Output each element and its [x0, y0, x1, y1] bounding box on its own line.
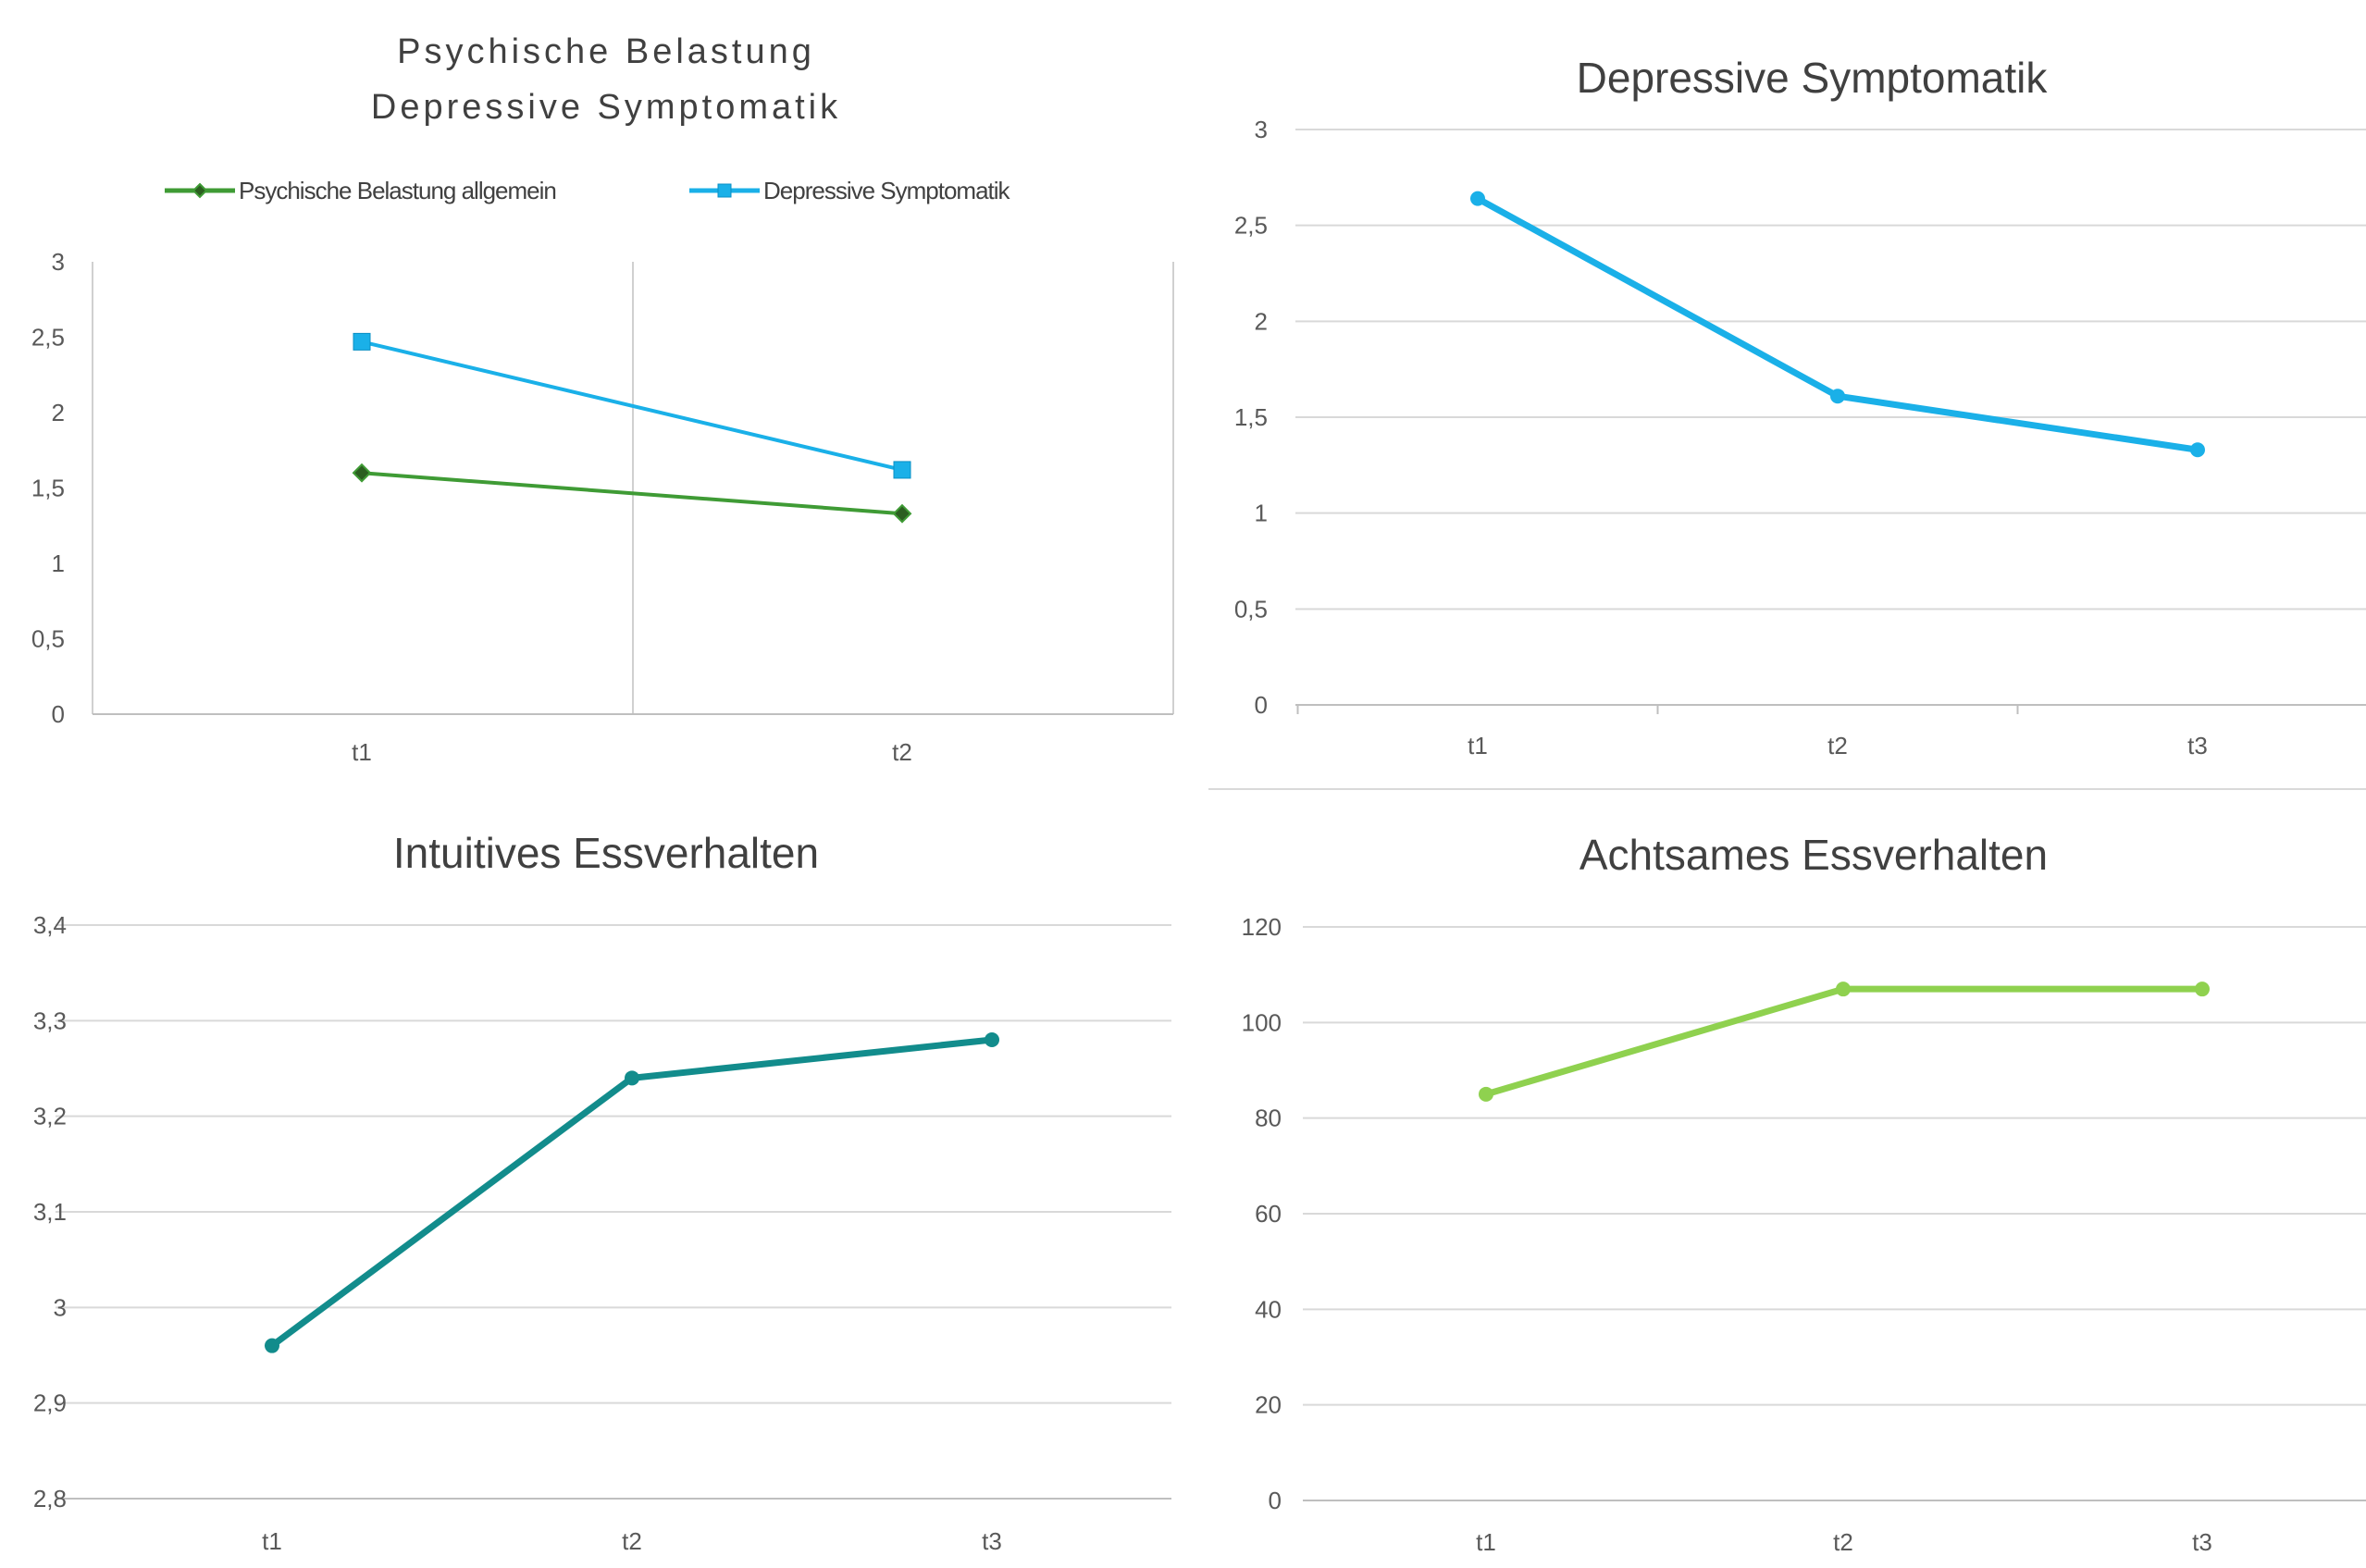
- chart-subtitle: Depressive Symptomatik: [371, 88, 841, 127]
- series-line: [1474, 195, 2201, 453]
- y-tick-label: 20: [1255, 1391, 1282, 1419]
- chart-title: Psychische Belastung: [397, 32, 815, 71]
- chart-panel-4: Achtsames Essverhalten 0 20 40 60 80 100 120 t1 t…: [1242, 831, 2366, 1556]
- y-tick-label: 1,5: [1234, 403, 1268, 431]
- y-tick-label: 2,5: [31, 324, 65, 352]
- legend-item: Psychische Belastung allgemein: [165, 177, 557, 204]
- data-point-marker: [717, 183, 732, 198]
- y-tick-label: 2,8: [33, 1485, 67, 1512]
- series-1: [1470, 191, 2205, 458]
- y-tick-label: 2: [52, 399, 65, 426]
- x-tick-label: t1: [352, 738, 372, 766]
- y-tick-label: 1: [52, 549, 65, 577]
- y-tick-label: 0: [1269, 1487, 1282, 1514]
- data-point-marker: [985, 1032, 999, 1047]
- series-1: [265, 1032, 999, 1353]
- data-point-marker: [352, 463, 372, 483]
- data-point-marker: [265, 1338, 279, 1353]
- chart-panel-2: Depressive Symptomatik 0 0,5 1 1,5 2 2,5 3 t1 t2 t…: [1234, 54, 2366, 759]
- series-line: [360, 340, 904, 472]
- data-point-marker: [2195, 982, 2210, 997]
- y-tick-label: 0: [52, 700, 65, 728]
- y-tick-label: 3: [54, 1293, 67, 1321]
- y-tick-label: 3: [1255, 116, 1268, 143]
- data-point-marker: [1470, 191, 1485, 206]
- y-tick-label: 100: [1242, 1008, 1282, 1036]
- chart-title: Intuitives Essverhalten: [393, 829, 819, 877]
- data-point-marker: [1836, 982, 1851, 997]
- y-tick-label: 3,2: [33, 1103, 67, 1130]
- x-tick-label: t3: [2187, 732, 2208, 759]
- y-tick-label: 3: [52, 248, 65, 276]
- series-line: [1482, 985, 2206, 1098]
- x-tick-label: t1: [1468, 732, 1488, 759]
- data-point-marker: [625, 1070, 639, 1086]
- y-tick-label: 2,5: [1234, 212, 1268, 240]
- chart-title: Achtsames Essverhalten: [1579, 831, 2048, 879]
- y-tick-label: 3,3: [33, 1006, 67, 1034]
- y-tick-label: 0: [1255, 691, 1268, 719]
- legend-label: Depressive Symptomatik: [763, 177, 1011, 204]
- y-tick-label: 3,4: [33, 911, 67, 939]
- x-tick-label: t2: [892, 738, 912, 766]
- x-tick-label: t1: [1476, 1528, 1496, 1556]
- x-tick-label: t2: [1827, 732, 1848, 759]
- series-1: [1479, 982, 2210, 1102]
- chart-panel-3: Intuitives Essverhalten 2,8 2,9 3 3,1 3,2 3,3 3…: [33, 829, 1171, 1555]
- y-tick-label: 1: [1255, 500, 1268, 527]
- y-tick-label: 2: [1255, 307, 1268, 335]
- legend-item: Depressive Symptomatik: [689, 177, 1012, 204]
- chart-title: Depressive Symptomatik: [1577, 54, 2049, 102]
- y-tick-label: 40: [1255, 1295, 1282, 1323]
- data-point-marker: [353, 332, 371, 351]
- data-point-marker: [1830, 389, 1845, 404]
- x-tick-label: t3: [982, 1527, 1002, 1555]
- x-tick-label: t2: [1833, 1528, 1853, 1556]
- data-point-marker: [192, 182, 208, 199]
- y-tick-label: 1,5: [31, 475, 65, 502]
- y-tick-label: 0,5: [31, 625, 65, 653]
- y-tick-label: 60: [1255, 1200, 1282, 1228]
- y-tick-label: 0,5: [1234, 595, 1268, 623]
- legend-label: Psychische Belastung allgemein: [239, 177, 556, 204]
- series-2: [353, 332, 911, 479]
- x-tick-label: t1: [262, 1527, 282, 1555]
- y-tick-label: 3,1: [33, 1198, 67, 1226]
- data-point-marker: [893, 461, 911, 479]
- data-point-marker: [1479, 1086, 1493, 1102]
- data-point-marker: [892, 503, 912, 524]
- series-line: [360, 471, 904, 516]
- series-1: [352, 463, 912, 524]
- y-tick-label: 2,9: [33, 1389, 67, 1417]
- x-tick-label: t3: [2192, 1528, 2212, 1556]
- series-line: [268, 1036, 996, 1350]
- data-point-marker: [2190, 442, 2205, 458]
- y-tick-label: 120: [1242, 913, 1282, 941]
- y-tick-label: 80: [1255, 1105, 1282, 1132]
- x-tick-label: t2: [622, 1527, 642, 1555]
- chart-panel-1: Psychische Belastung Depressive Symptomat…: [31, 32, 1174, 766]
